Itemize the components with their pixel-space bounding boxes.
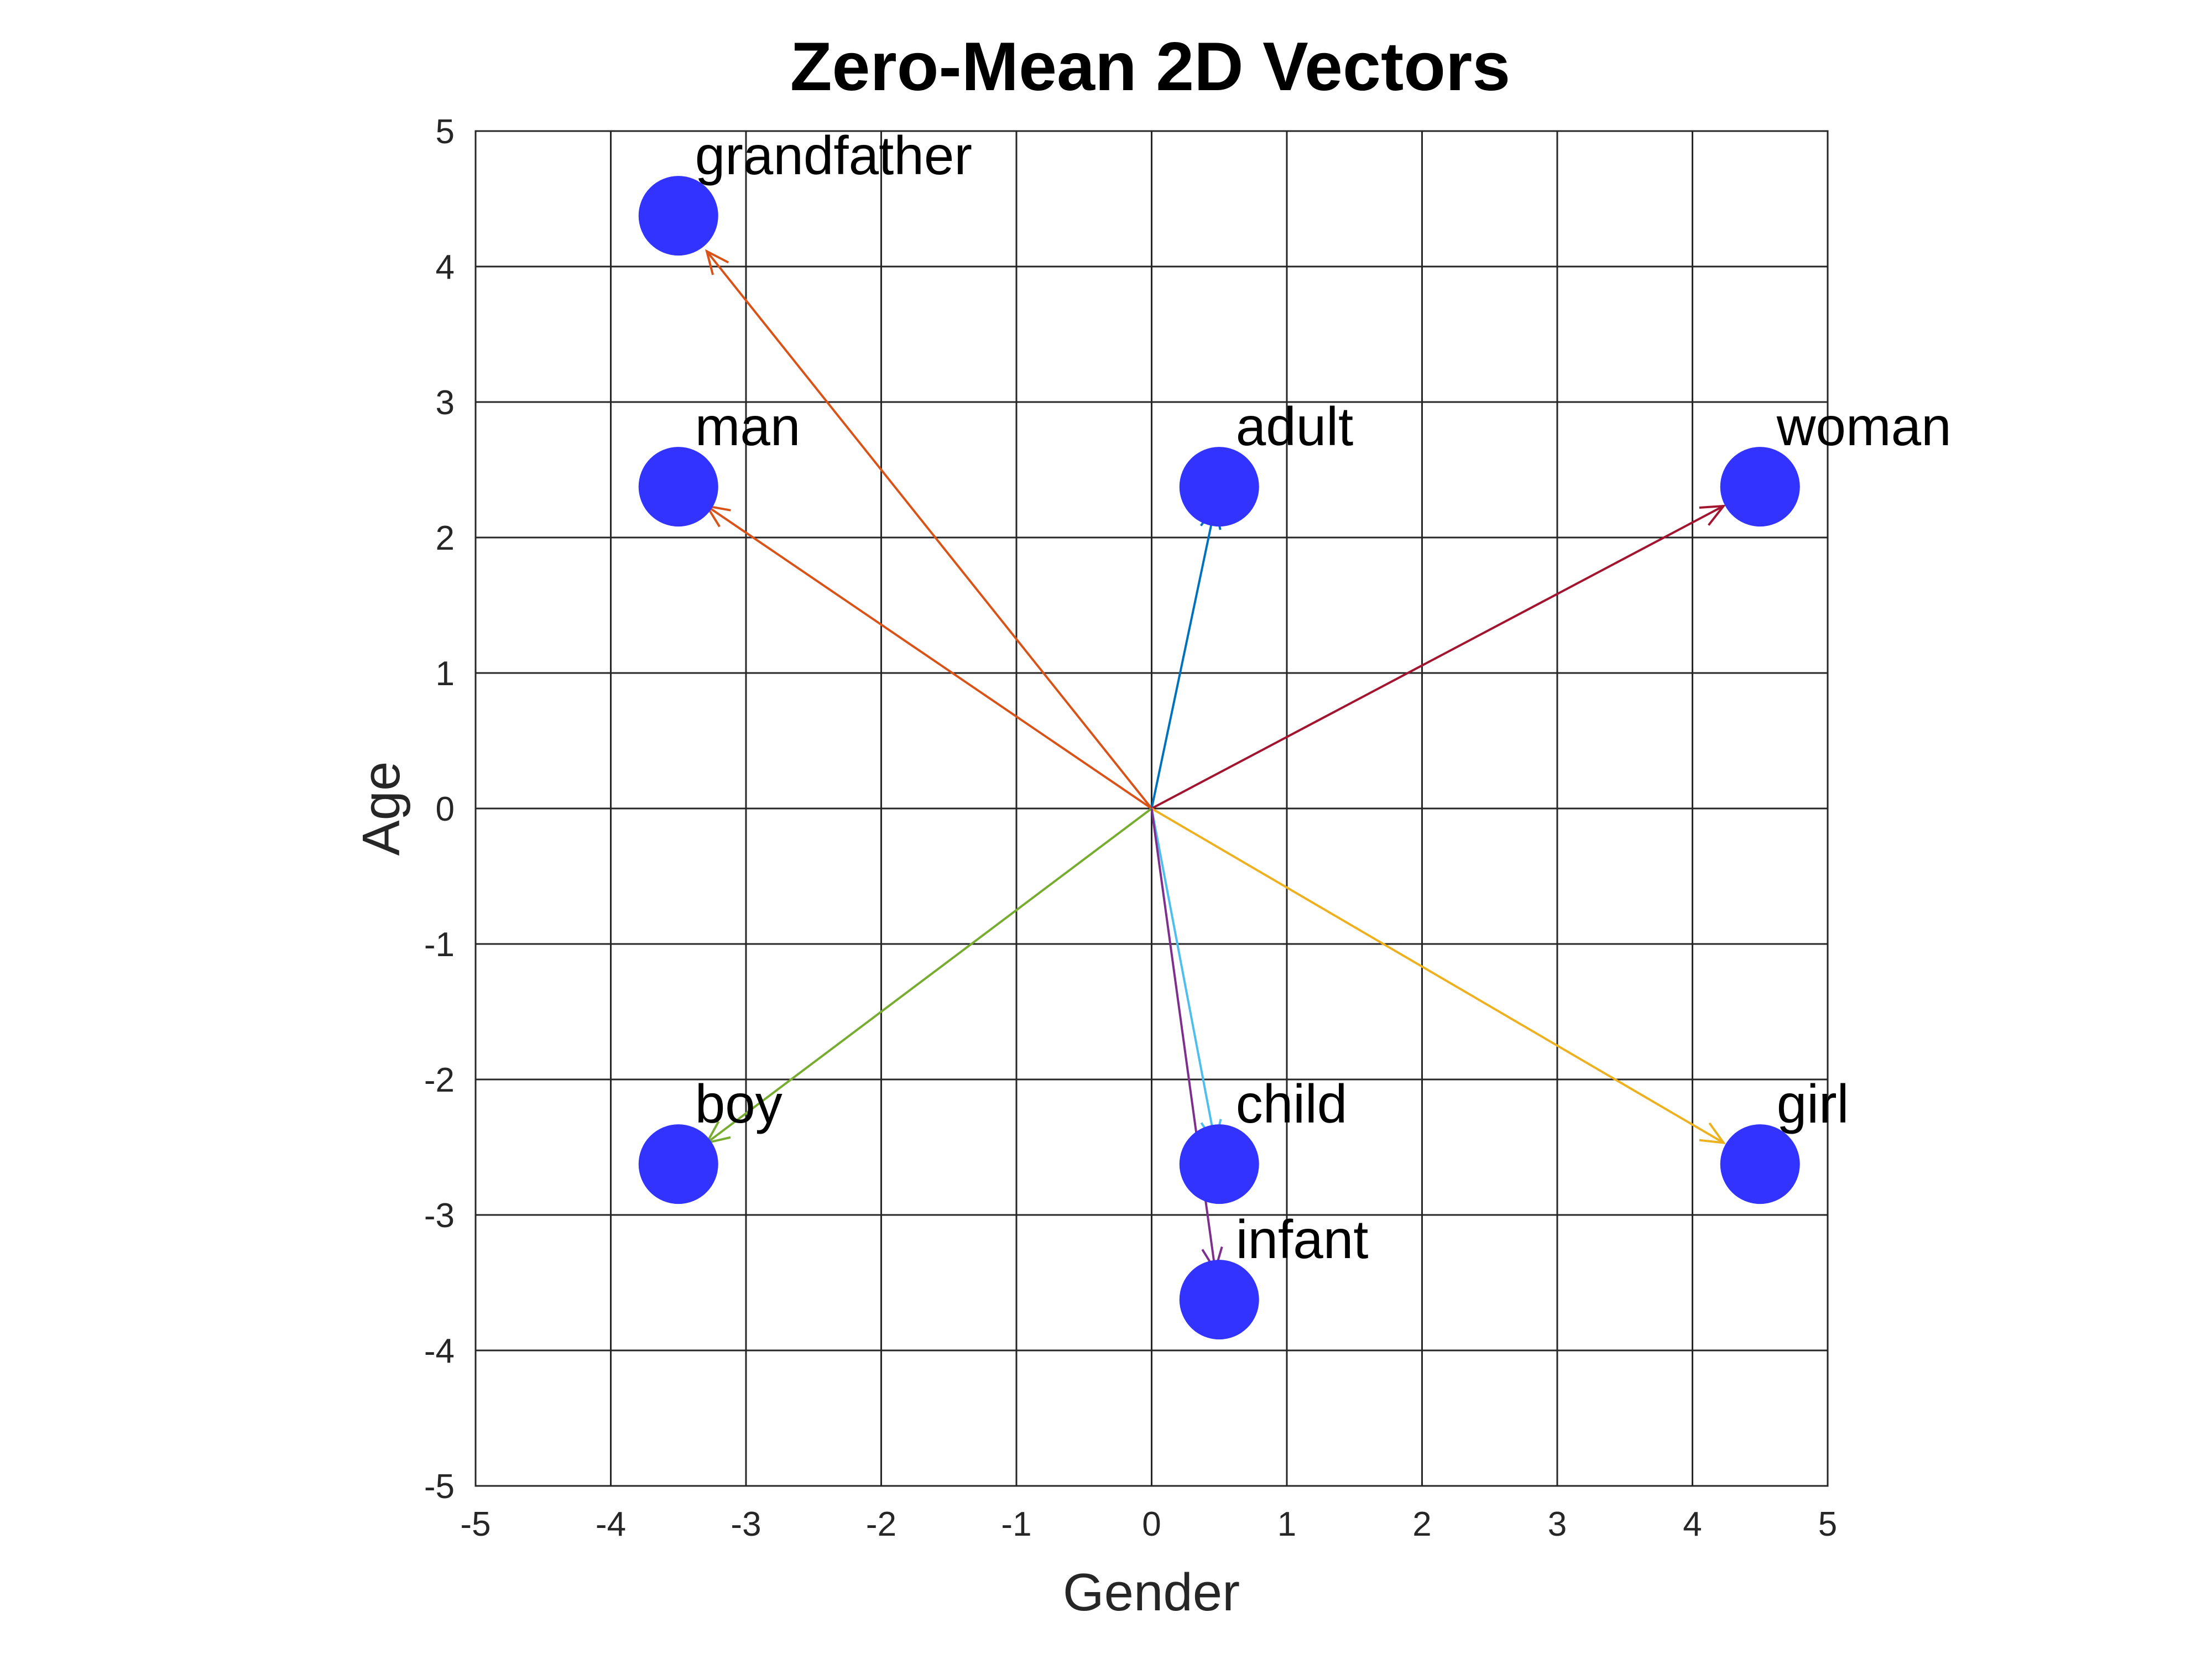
x-tick-labels: -5 -4 -3 -2 -1 0 1 2 3 4 5	[460, 1505, 1837, 1543]
y-tick-label: 1	[436, 655, 455, 693]
y-tick-label: 2	[436, 519, 455, 557]
x-tick-label: -3	[731, 1505, 761, 1543]
vector-arrow-child	[1150, 808, 1222, 1146]
point-child	[1179, 1124, 1259, 1204]
point-girl	[1720, 1124, 1800, 1204]
x-tick-label: 5	[1818, 1505, 1837, 1543]
x-tick-label: 1	[1277, 1505, 1296, 1543]
point-woman	[1720, 447, 1800, 527]
plot-frame	[474, 130, 1829, 1487]
y-axis-label: Age	[352, 761, 411, 856]
vector-arrow-girl	[1151, 807, 1726, 1145]
point-label-man: man	[695, 396, 801, 457]
y-tick-label: -4	[424, 1332, 455, 1370]
x-tick-label: 2	[1412, 1505, 1431, 1543]
point-boy	[638, 1124, 718, 1204]
y-tick-label: -1	[424, 926, 455, 964]
x-tick-label: -2	[866, 1505, 896, 1543]
point-adult	[1179, 447, 1259, 527]
point-label-grandfather: grandfather	[695, 125, 972, 186]
x-axis-label: Gender	[1063, 1563, 1240, 1622]
x-tick-label: 4	[1683, 1505, 1702, 1543]
y-tick-label: 5	[436, 113, 455, 151]
y-tick-label: 3	[436, 384, 455, 422]
vector-arrow-grandfather	[705, 249, 1153, 810]
x-tick-label: -5	[460, 1505, 491, 1543]
y-tick-label: -5	[424, 1468, 455, 1506]
vector-arrow-adult	[1150, 503, 1222, 809]
y-tick-label: 4	[436, 248, 455, 286]
point-grandfather	[638, 176, 718, 256]
vector-arrow-man	[705, 504, 1152, 810]
point-label-infant: infant	[1236, 1209, 1369, 1270]
point-label-boy: boy	[695, 1073, 782, 1134]
point-label-woman: woman	[1776, 396, 1952, 457]
y-tick-labels: -5 -4 -3 -2 -1 0 1 2 3 4 5	[424, 113, 455, 1506]
x-tick-label: -1	[1001, 1505, 1031, 1543]
y-tick-label: -3	[424, 1197, 455, 1235]
point-labels: grandfather man adult woman boy child girl infa…	[695, 125, 1952, 1270]
point-man	[638, 447, 718, 527]
chart-title: Zero-Mean 2D Vectors	[790, 29, 1510, 105]
point-label-girl: girl	[1777, 1073, 1849, 1134]
point-infant	[1179, 1260, 1259, 1340]
x-tick-label: 3	[1548, 1505, 1567, 1543]
y-tick-label: -2	[424, 1061, 455, 1099]
vector-arrow-woman	[1151, 504, 1726, 810]
x-tick-label: 0	[1142, 1505, 1161, 1543]
vector-arrows	[705, 249, 1726, 1273]
point-label-child: child	[1236, 1073, 1348, 1134]
data-points	[638, 176, 1800, 1340]
point-label-adult: adult	[1236, 396, 1354, 457]
y-tick-label: 0	[436, 790, 455, 828]
x-tick-label: -4	[596, 1505, 626, 1543]
